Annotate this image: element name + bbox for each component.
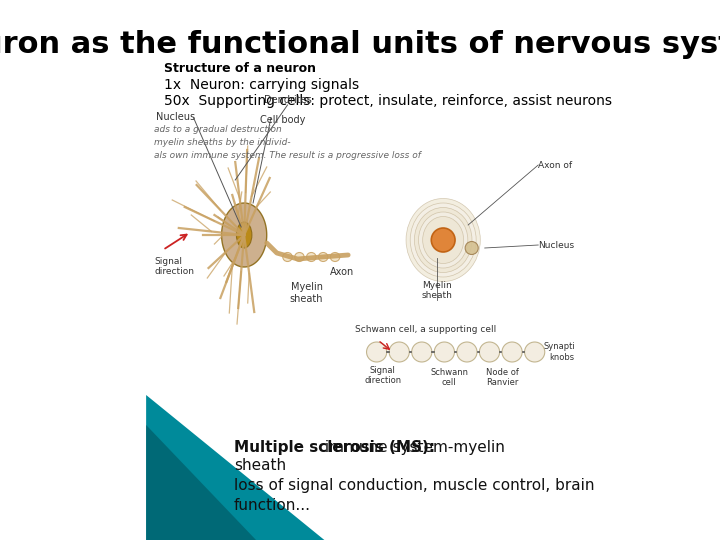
Ellipse shape [502, 342, 522, 362]
Ellipse shape [406, 199, 480, 281]
Text: loss of signal conduction, muscle control, brain: loss of signal conduction, muscle contro… [234, 478, 595, 493]
Text: Nucleus: Nucleus [539, 240, 575, 249]
Text: Synaptic
knobs: Synaptic knobs [544, 342, 580, 362]
Ellipse shape [318, 253, 328, 261]
Ellipse shape [330, 253, 340, 261]
Text: Myelin
sheath: Myelin sheath [289, 282, 323, 303]
Ellipse shape [410, 203, 476, 277]
Text: Node of
Ranvier: Node of Ranvier [486, 368, 519, 387]
Ellipse shape [283, 253, 292, 261]
Text: Dendrites: Dendrites [264, 95, 311, 105]
Ellipse shape [389, 342, 409, 362]
Polygon shape [146, 425, 256, 540]
Text: Structure of a neuron: Structure of a neuron [164, 62, 316, 75]
Text: sheath: sheath [234, 458, 286, 473]
Text: ads to a gradual destruction: ads to a gradual destruction [155, 125, 282, 134]
Ellipse shape [307, 253, 316, 261]
Ellipse shape [456, 342, 477, 362]
Text: Axon: Axon [330, 267, 354, 277]
Text: function...: function... [234, 498, 311, 513]
Ellipse shape [431, 228, 455, 252]
Ellipse shape [423, 217, 464, 264]
Polygon shape [222, 203, 266, 267]
Text: 1x  Neuron: carrying signals: 1x Neuron: carrying signals [164, 78, 359, 92]
Ellipse shape [294, 253, 304, 261]
Ellipse shape [366, 342, 387, 362]
Text: Axon of neuron: Axon of neuron [539, 160, 607, 170]
Text: Signal
direction: Signal direction [364, 366, 401, 386]
Circle shape [236, 222, 252, 248]
Text: immune system-myelin: immune system-myelin [320, 440, 505, 455]
Polygon shape [146, 395, 324, 540]
Text: Neuron as the functional units of nervous system: Neuron as the functional units of nervou… [0, 30, 720, 59]
Text: Schwann
cell: Schwann cell [430, 368, 468, 387]
Text: Signal
direction: Signal direction [155, 257, 194, 276]
Ellipse shape [480, 342, 500, 362]
Ellipse shape [434, 342, 454, 362]
Text: Schwann cell, a supporting cell: Schwann cell, a supporting cell [355, 325, 496, 334]
Text: Myelin
sheath: Myelin sheath [422, 281, 453, 300]
Text: als own immune system. The result is a progressive loss of: als own immune system. The result is a p… [155, 151, 421, 160]
Text: Cell body: Cell body [260, 115, 305, 125]
Text: myelin sheaths by the individ-: myelin sheaths by the individ- [155, 138, 291, 147]
Ellipse shape [525, 342, 545, 362]
Text: Nucleus: Nucleus [156, 112, 195, 122]
Ellipse shape [465, 241, 478, 254]
Ellipse shape [412, 342, 432, 362]
Ellipse shape [418, 212, 468, 268]
Ellipse shape [414, 207, 472, 273]
Text: Multiple sclerosis (MS):: Multiple sclerosis (MS): [234, 440, 435, 455]
Text: 50x  Supporting cells: protect, insulate, reinforce, assist neurons: 50x Supporting cells: protect, insulate,… [164, 94, 612, 108]
